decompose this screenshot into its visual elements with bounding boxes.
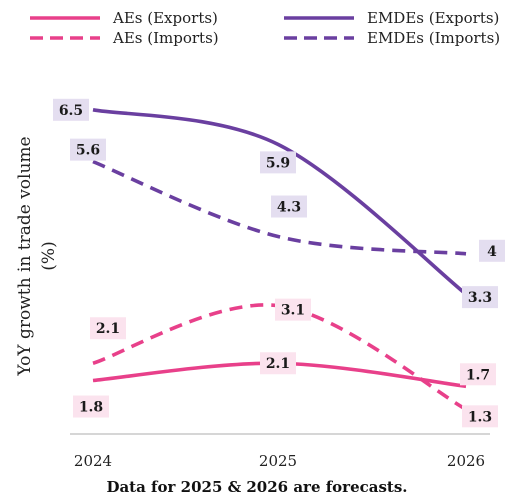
data-label-emdes-imports: 4 — [487, 244, 497, 260]
data-label-box — [460, 363, 496, 386]
data-label-emdes-exports: 6.5 — [59, 103, 83, 119]
data-label-box — [70, 138, 106, 161]
data-label-emdes-imports: 5.6 — [76, 143, 100, 159]
data-label-box — [260, 151, 296, 174]
data-label-box — [90, 317, 126, 340]
legend-label-aes-exports: AEs (Exports) — [112, 9, 218, 27]
y-axis-label: YoY growth in trade volume — [15, 136, 35, 376]
data-label-box — [271, 195, 307, 218]
data-label-aes-imports: 3.1 — [281, 303, 305, 319]
data-label-box — [53, 98, 89, 121]
legend-label-emdes-exports: EMDEs (Exports) — [367, 9, 499, 27]
data-label-aes-exports: 1.8 — [79, 400, 103, 416]
x-tick-label: 2026 — [447, 452, 485, 470]
data-label-emdes-exports: 5.9 — [266, 155, 290, 171]
data-label-box — [275, 298, 311, 321]
data-label-aes-exports: 1.7 — [466, 367, 490, 383]
series-line-emdes-exports — [92, 108, 468, 296]
data-label-emdes-imports: 4.3 — [277, 200, 301, 216]
chart-footnote: Data for 2025 & 2026 are forecasts. — [106, 478, 408, 496]
data-label-box — [479, 239, 505, 262]
data-label-box — [73, 395, 109, 418]
data-label-aes-exports: 2.1 — [266, 356, 290, 372]
data-label-emdes-exports: 3.3 — [468, 290, 492, 306]
data-label-box — [462, 405, 498, 428]
x-tick-label: 2025 — [259, 452, 297, 470]
data-label-box — [260, 352, 296, 375]
x-tick-label: 2024 — [74, 452, 112, 470]
legend-label-aes-imports: AEs (Imports) — [112, 29, 219, 47]
data-label-box — [462, 286, 498, 309]
data-label-aes-imports: 2.1 — [96, 321, 120, 337]
legend-label-emdes-imports: EMDEs (Imports) — [367, 29, 500, 47]
data-label-aes-imports: 1.3 — [468, 409, 492, 425]
y-axis-label-unit: (%) — [39, 241, 59, 270]
